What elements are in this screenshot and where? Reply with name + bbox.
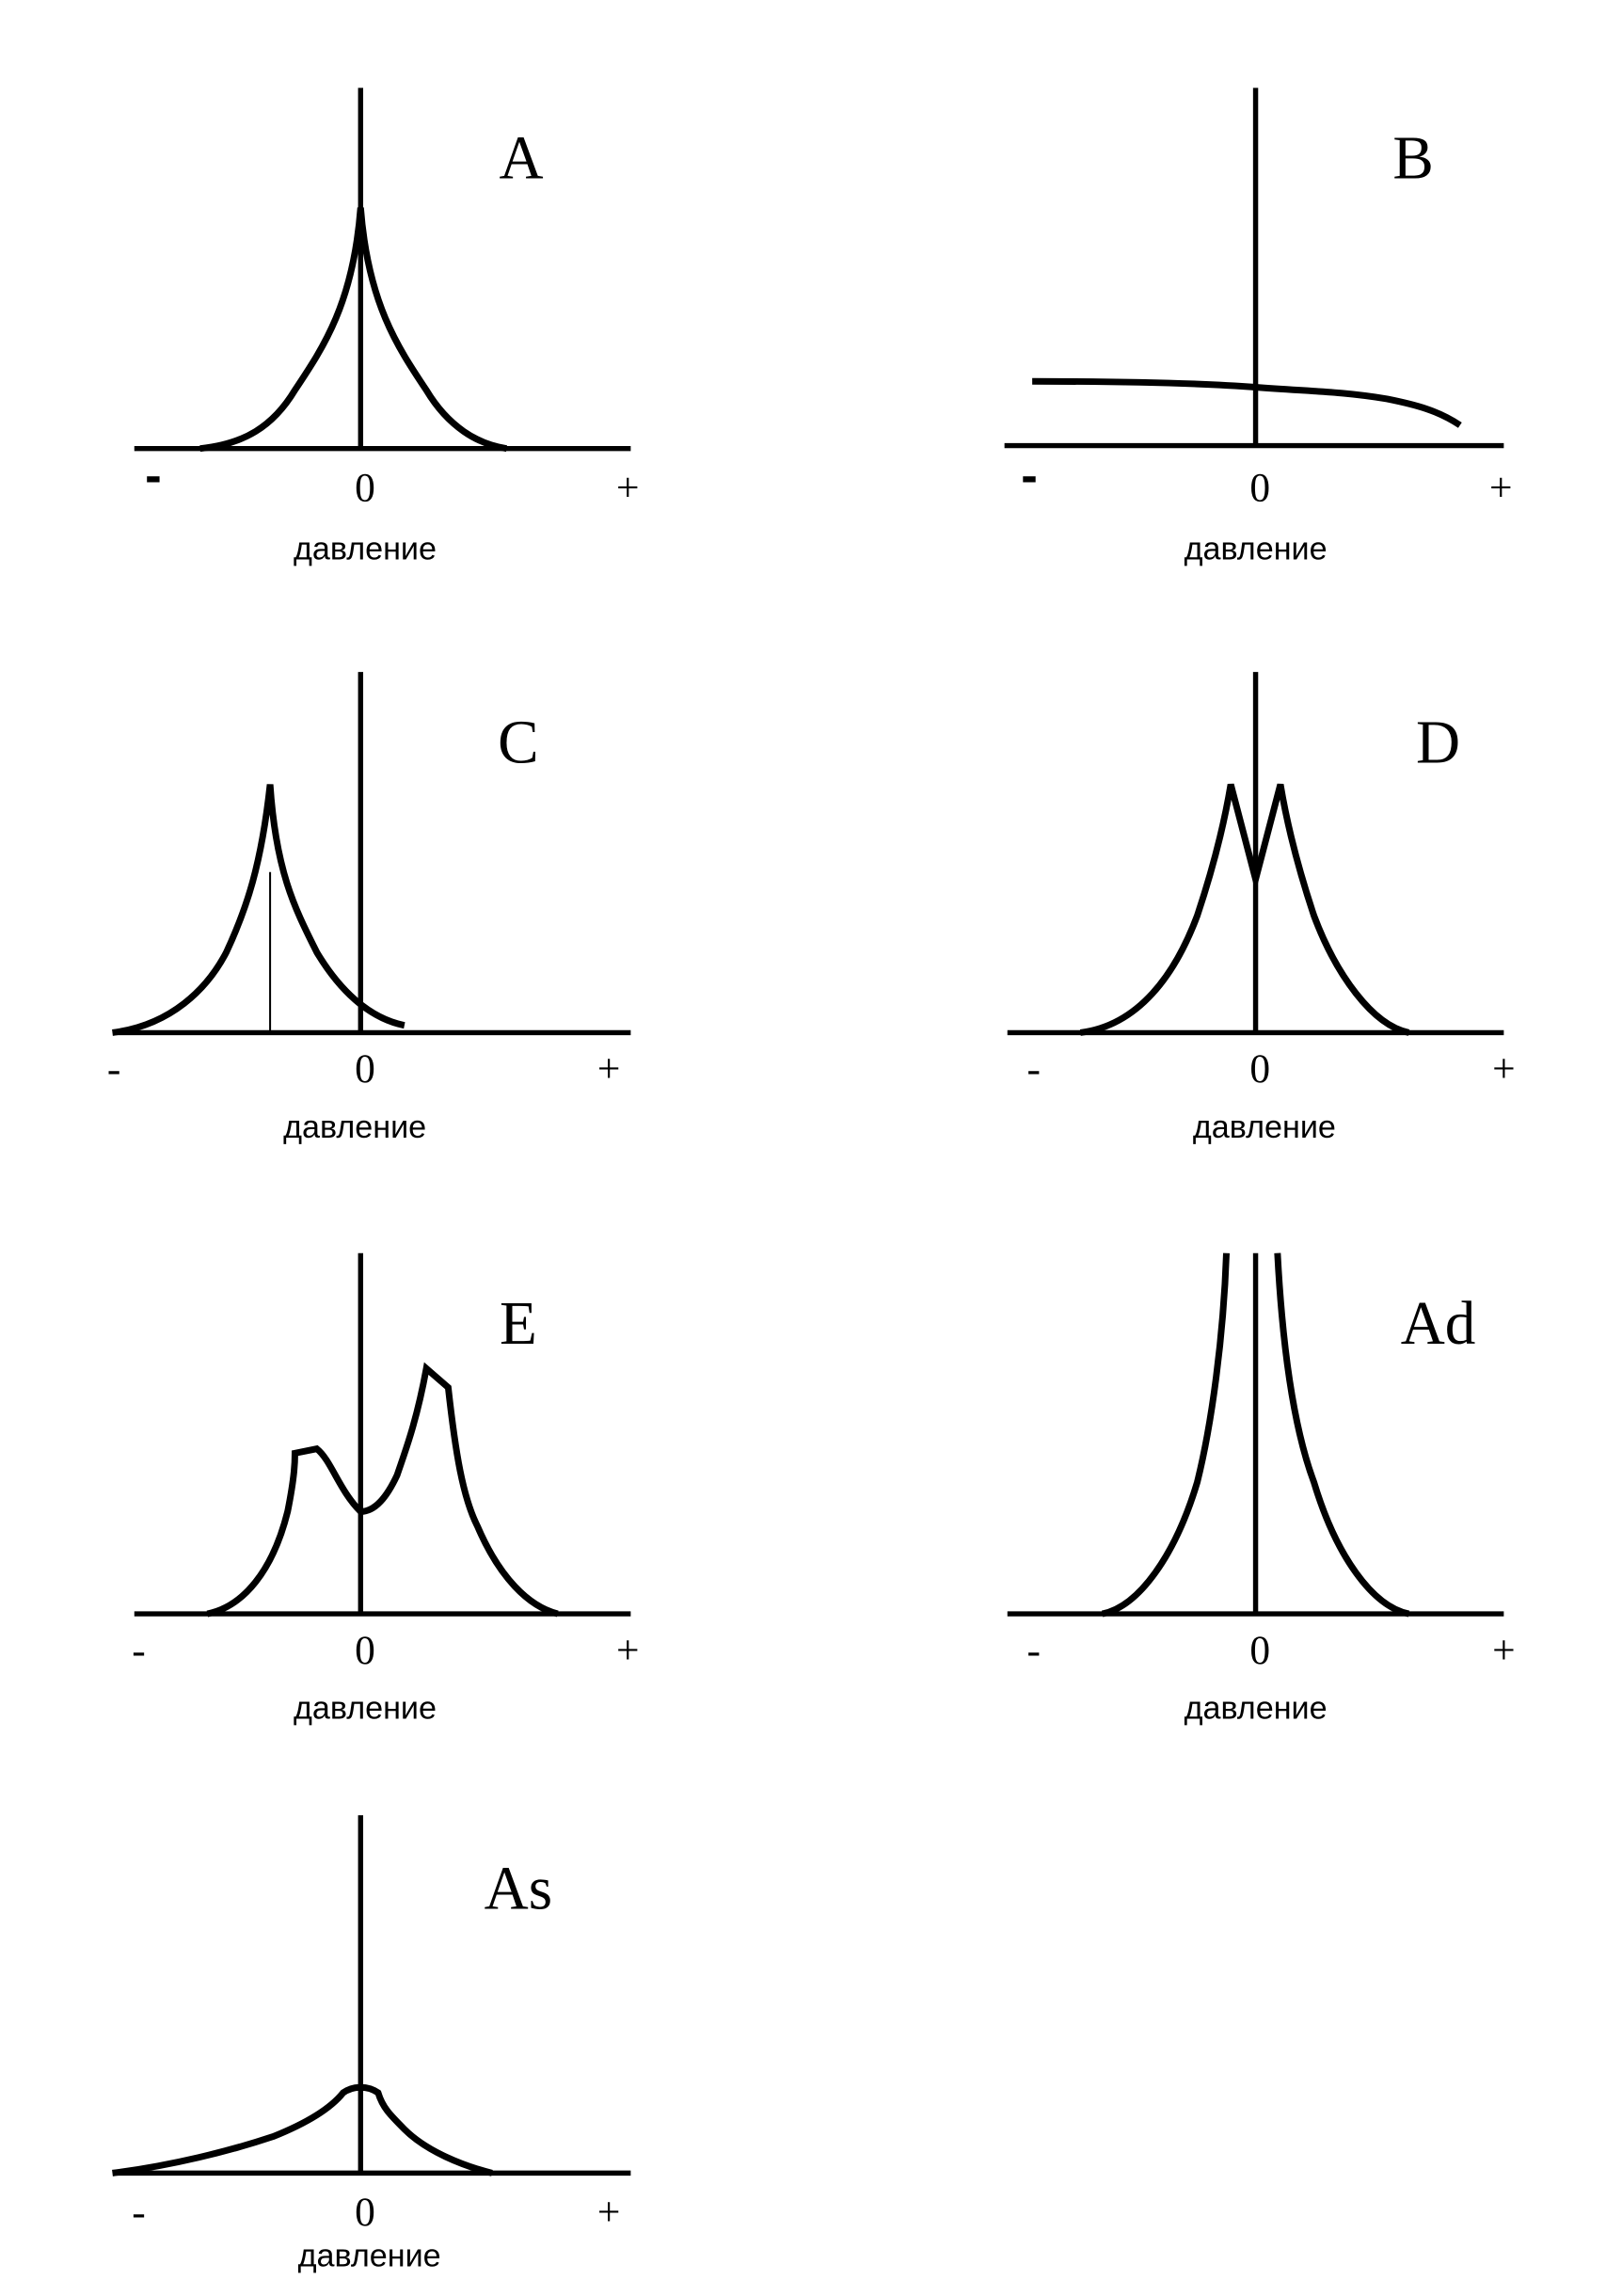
minus-label: - — [1021, 448, 1038, 503]
panel: As - 0 + давление — [112, 1815, 631, 2274]
minus-label: - — [1026, 1046, 1040, 1092]
curve — [1101, 1252, 1231, 1618]
minus-label: - — [145, 448, 162, 503]
minus-label: - — [132, 1628, 145, 1673]
panel: E - 0 + давление — [132, 1252, 640, 1727]
curve — [112, 784, 405, 1036]
curve — [1032, 377, 1462, 428]
curve — [112, 2083, 493, 2176]
plus-label: + — [616, 466, 640, 511]
panel: B - 0 + давление — [1004, 88, 1513, 567]
plus-label: + — [597, 2190, 621, 2235]
plus-label: + — [1492, 1628, 1516, 1673]
zero-label: 0 — [1249, 1046, 1270, 1092]
x-label: давление — [294, 532, 437, 567]
x-label: давление — [1185, 1691, 1328, 1727]
minus-label: - — [107, 1046, 120, 1092]
x-label: давление — [294, 1691, 437, 1727]
zero-label: 0 — [355, 466, 375, 511]
minus-label: - — [132, 2190, 145, 2235]
curve — [1274, 1252, 1410, 1618]
plus-label: + — [597, 1046, 621, 1092]
panel-label: C — [498, 709, 538, 776]
panel-label: A — [499, 125, 543, 193]
zero-label: 0 — [355, 2190, 375, 2235]
curve — [1079, 783, 1410, 1036]
minus-label: - — [1026, 1628, 1040, 1673]
panel-label: E — [500, 1290, 537, 1358]
zero-label: 0 — [355, 1628, 375, 1673]
zero-label: 0 — [355, 1046, 375, 1092]
panel: A - 0 + давление — [134, 88, 640, 567]
panel-label: Ad — [1401, 1290, 1476, 1358]
panel: Ad - 0 + давление — [1007, 1252, 1516, 1727]
panel-label: B — [1392, 125, 1433, 193]
curve — [206, 1362, 559, 1618]
plus-label: + — [616, 1628, 640, 1673]
zero-label: 0 — [1249, 466, 1270, 511]
plus-label: + — [1489, 466, 1513, 511]
x-label: давление — [283, 1109, 426, 1145]
panel: C - 0 + давление — [107, 672, 631, 1145]
x-label: давление — [1185, 532, 1328, 567]
x-label: давление — [1193, 1109, 1336, 1145]
zero-label: 0 — [1249, 1628, 1270, 1673]
panel-label: As — [485, 1855, 552, 1922]
curve — [199, 207, 508, 453]
plus-label: + — [1492, 1046, 1516, 1092]
panel: D - 0 + давление — [1007, 672, 1516, 1145]
panel-label: D — [1416, 709, 1460, 776]
x-label: давление — [298, 2239, 441, 2274]
